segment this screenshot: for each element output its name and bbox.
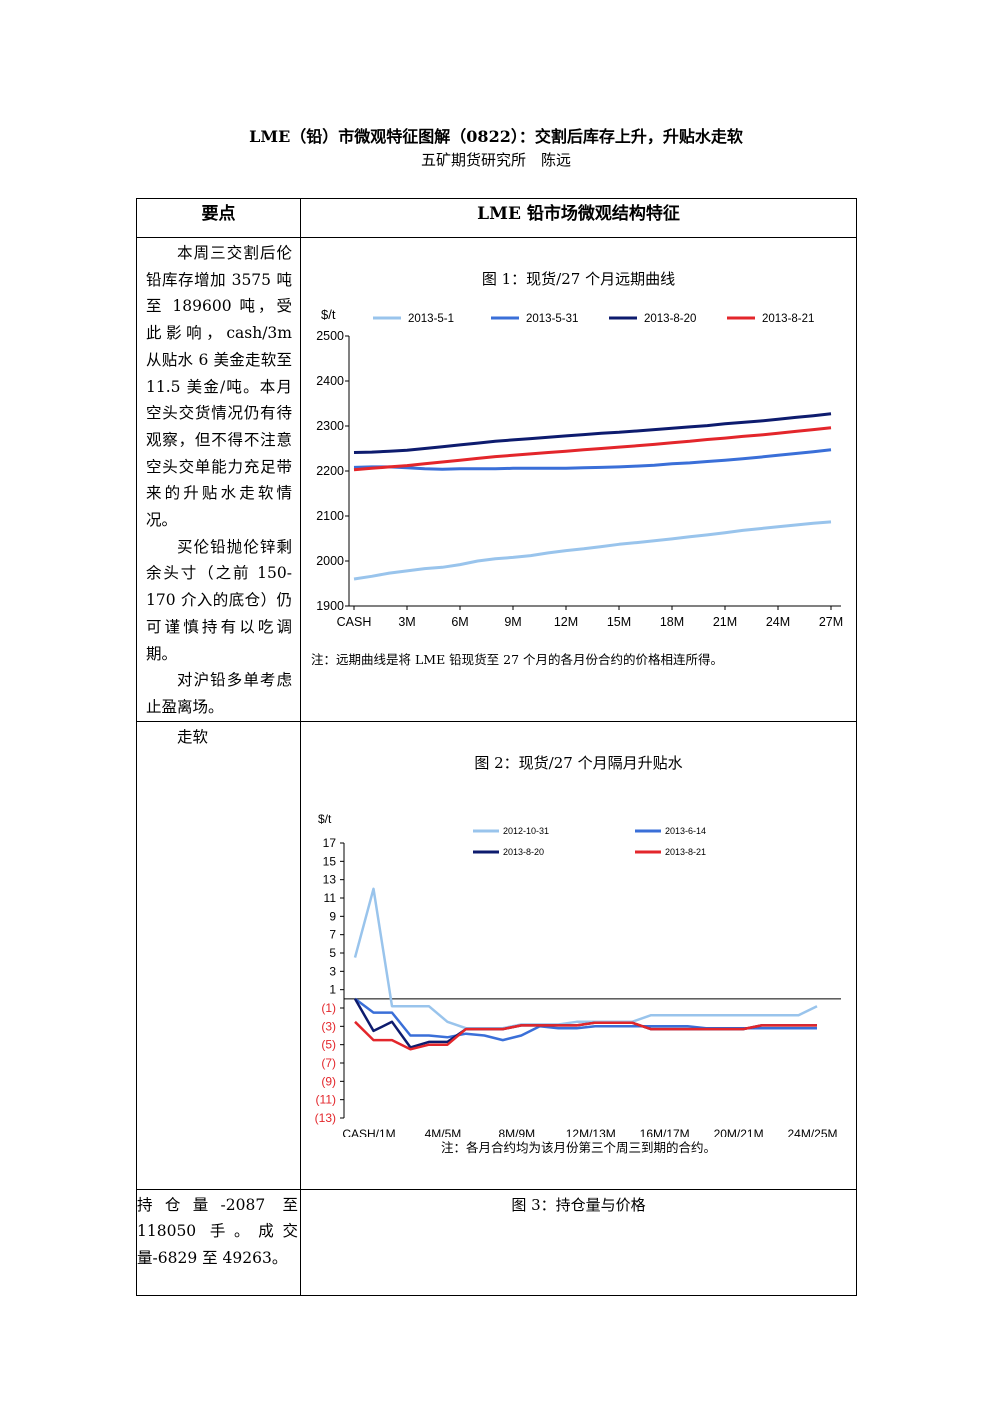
chart2-x-tick-label: 8M/9M — [498, 1127, 535, 1137]
chart1-legend-label: 2013-8-21 — [762, 313, 814, 325]
chart1-forward-curve: $/t 2013-5-1 2013-5-31 2013-8-20 2013-8-21 19… — [316, 307, 843, 629]
chart1-note: 注：远期曲线是将 LME 铅现货至 27 个月的各月份合约的价格相连所得。 — [311, 652, 724, 667]
chart2-x-tick-label: 16M/17M — [640, 1127, 690, 1137]
chart2-y-tick-label: (1) — [321, 1001, 336, 1015]
chart2-y-tick-label: 5 — [329, 946, 336, 960]
chart1-legend-label: 2013-8-20 — [644, 313, 696, 325]
table-row-3: 持仓量-2087 至 118050 手。成交量-6829 至 49263。 图 … — [136, 1188, 857, 1296]
document-subtitle: 五矿期货研究所 陈远 — [420, 151, 571, 169]
chart2-y-tick-label: (13) — [315, 1111, 336, 1125]
chart2-y-tick-label: 1 — [329, 982, 336, 996]
chart1-title: 图 1：现货/27 个月远期曲线 — [481, 270, 676, 288]
chart2-legend-label: 2013-6-14 — [665, 826, 706, 836]
row2-left-cell: 走软 — [136, 720, 301, 1190]
row1-paragraph-1: 本周三交割后伦铅库存增加 3575 吨至 189600 吨，受此影响，cash/… — [146, 244, 292, 530]
chart1-x-tick-label: 12M — [554, 615, 578, 629]
chart2-y-tick-label: 9 — [329, 909, 336, 923]
chart1-x-tick-label: 24M — [766, 615, 790, 629]
chart1-series-line — [353, 412, 832, 454]
header-key-points: 要点 — [136, 198, 301, 238]
row2-text: 走软 — [137, 722, 300, 751]
chart2-y-tick-label: (7) — [321, 1056, 336, 1070]
chart2-y-tick-label: 7 — [329, 927, 336, 941]
chart2-x-tick-label: 4M/5M — [425, 1127, 462, 1137]
chart1-x-tick-label: 18M — [660, 615, 684, 629]
chart2-y-tick-label: (3) — [321, 1019, 336, 1033]
chart3-title: 图 3：持仓量与价格 — [511, 1195, 646, 1214]
chart1-y-tick-label: 2400 — [316, 374, 344, 388]
chart2-y-tick-label: 13 — [323, 872, 337, 886]
chart2-legend-label: 2013-8-21 — [665, 847, 706, 857]
row3-paragraph: 持仓量-2087 至 118050 手。成交量-6829 至 49263。 — [137, 1195, 298, 1268]
row1-paragraph-3: 对沪铅多单考虑止盈离场。 — [146, 671, 292, 716]
chart1-legend-label: 2013-5-1 — [408, 313, 454, 325]
chart1-x-tick-label: 3M — [398, 615, 415, 629]
header-market-structure: LME 铅市场微观结构特征 — [300, 198, 857, 238]
chart1-y-tick-label: 2100 — [316, 509, 344, 523]
chart2-y-tick-label: 17 — [323, 836, 337, 850]
chart1-x-tick-label: 6M — [451, 615, 468, 629]
chart2-legend-label: 2013-8-20 — [503, 847, 544, 857]
row3-chart-cell: 图 3：持仓量与价格 — [300, 1188, 857, 1296]
chart2-y-unit: $/t — [318, 812, 332, 826]
row1-chart-cell: 图 1：现货/27 个月远期曲线 $/t 2013-5-1 2013-5-31 201… — [300, 237, 857, 722]
chart2-y-tick-label: 15 — [323, 854, 337, 868]
chart1-x-tick-label: CASH — [337, 615, 372, 629]
table-row-1: 本周三交割后伦铅库存增加 3575 吨至 189600 吨，受此影响，cash/… — [136, 237, 857, 722]
chart1-x-tick-label: 15M — [607, 615, 631, 629]
chart2-y-tick-label: 3 — [329, 964, 336, 978]
chart2-x-tick-label: CASH/1M — [342, 1127, 395, 1137]
chart1-y-tick-label: 2300 — [316, 419, 344, 433]
row3-left-cell: 持仓量-2087 至 118050 手。成交量-6829 至 49263。 — [136, 1188, 301, 1296]
chart2-x-tick-label: 24M/25M — [788, 1127, 838, 1137]
table-row-2: 走软 图 2：现货/27 个月隔月升贴水 $/t 2012-10-31 2013-6… — [136, 720, 857, 1190]
row3-text: 持仓量-2087 至 118050 手。成交量-6829 至 49263。 — [137, 1190, 300, 1272]
chart1-y-unit: $/t — [321, 307, 336, 322]
chart2-legend-label: 2012-10-31 — [503, 826, 549, 836]
row2-chart-cell: 图 2：现货/27 个月隔月升贴水 $/t 2012-10-31 2013-6-14… — [300, 720, 857, 1190]
table-header-row: 要点 LME 铅市场微观结构特征 — [136, 198, 857, 238]
chart2-x-tick-label: 20M/21M — [714, 1127, 764, 1137]
chart2-y-tick-label: (5) — [321, 1037, 336, 1051]
row1-text: 本周三交割后伦铅库存增加 3575 吨至 189600 吨，受此影响，cash/… — [137, 238, 300, 721]
chart2-y-tick-label: 11 — [324, 891, 337, 905]
chart1-y-tick-label: 2000 — [316, 554, 344, 568]
chart2-spread-curve: $/t 2012-10-31 2013-6-14 2013-8-20 2013-8-21… — [315, 812, 841, 1137]
chart2-x-tick-label: 12M/13M — [566, 1127, 616, 1137]
chart2-series-line — [353, 887, 818, 1030]
row1-paragraph-2: 买伦铅抛伦锌剩余头寸（之前 150-170 介入的底仓）仍可谨慎持有以吃调期。 — [146, 537, 292, 663]
chart1-x-tick-label: 21M — [713, 615, 737, 629]
chart1-x-tick-label: 9M — [504, 615, 521, 629]
chart1-series-line — [353, 520, 832, 581]
chart1-y-tick-label: 2200 — [316, 464, 344, 478]
chart1-y-tick-label: 1900 — [316, 599, 344, 613]
chart1-legend-label: 2013-5-31 — [526, 313, 578, 325]
chart1-series-line — [353, 448, 832, 471]
chart2-y-tick-label: (11) — [316, 1092, 336, 1106]
chart1-series-line — [353, 426, 832, 472]
chart2-series-line — [354, 1020, 817, 1051]
chart2-title: 图 2：现货/27 个月隔月升贴水 — [474, 753, 683, 772]
row2-paragraph: 走软 — [177, 727, 209, 746]
analysis-table: 要点 LME 铅市场微观结构特征 本周三交割后伦铅库存增加 3575 吨至 18… — [136, 198, 857, 1296]
chart1-x-tick-label: 27M — [819, 615, 843, 629]
chart1-y-tick-label: 2500 — [316, 329, 344, 343]
chart2-y-tick-label: (9) — [321, 1074, 336, 1088]
row1-left-cell: 本周三交割后伦铅库存增加 3575 吨至 189600 吨，受此影响，cash/… — [136, 237, 301, 722]
chart2-note: 注：各月合约均为该月份第三个周三到期的合约。 — [440, 1139, 716, 1155]
document-title: LME（铅）市微观特征图解（0822）：交割后库存上升，升贴水走软 — [249, 127, 743, 146]
